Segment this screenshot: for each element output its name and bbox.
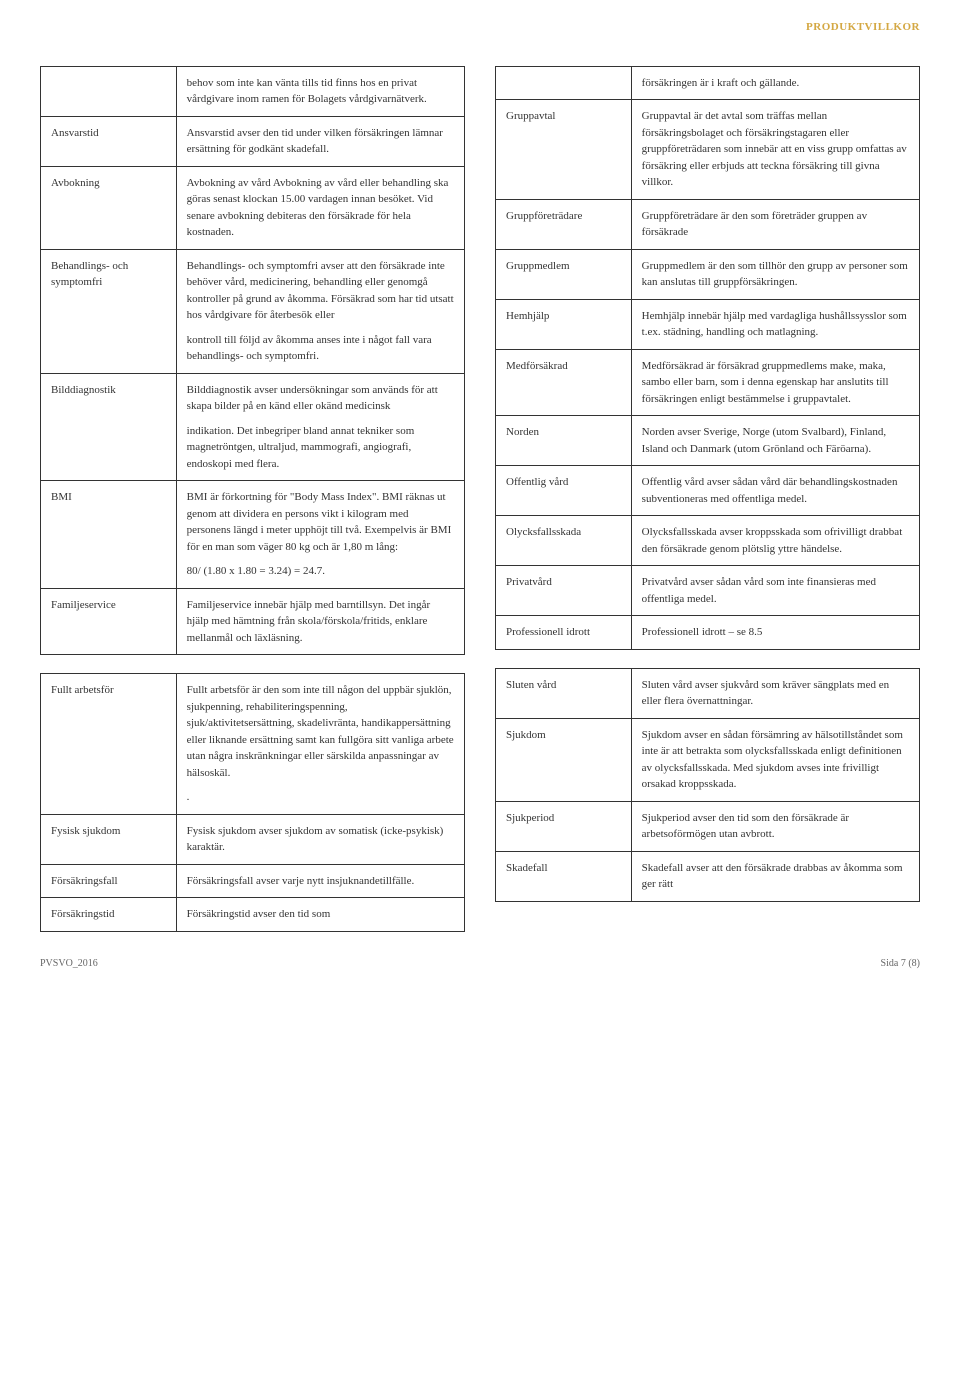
term-privatvard: Privatvård bbox=[496, 566, 632, 616]
def-gruppavtal: Gruppavtal är det avtal som träffas mell… bbox=[631, 100, 919, 200]
def-text: Fullt arbetsför är den som inte till någ… bbox=[187, 682, 454, 781]
def-sjukperiod: Sjukperiod avser den tid som den försäkr… bbox=[631, 801, 919, 851]
page-header-label: PRODUKTVILLKOR bbox=[40, 20, 920, 36]
def-forsakringstid: Försäkringstid avser den tid som bbox=[176, 898, 464, 932]
def-text: kontroll till följd av åkomma anses inte… bbox=[187, 332, 454, 365]
term-bmi: BMI bbox=[41, 481, 177, 589]
def-forsakringsfall: Försäkringsfall avser varje nytt insjukn… bbox=[176, 864, 464, 898]
term-sjukperiod: Sjukperiod bbox=[496, 801, 632, 851]
footer-doc-id: PVSVO_2016 bbox=[40, 957, 98, 972]
term-forsakringstid: Försäkringstid bbox=[41, 898, 177, 932]
content-columns: behov som inte kan vänta tills tid finns… bbox=[40, 66, 920, 932]
def-ansvarstid: Ansvarstid avser den tid under vilken fö… bbox=[176, 116, 464, 166]
def-bmi: BMI är förkortning för "Body Mass Index"… bbox=[176, 481, 464, 589]
term-medforsakrad: Medförsäkrad bbox=[496, 349, 632, 416]
def-norden: Norden avser Sverige, Norge (utom Svalba… bbox=[631, 416, 919, 466]
def-skadefall: Skadefall avser att den försäkrade drabb… bbox=[631, 851, 919, 901]
def-bilddiagnostik: Bilddiagnostik avser undersökningar som … bbox=[176, 373, 464, 481]
term-sluten-vard: Sluten vård bbox=[496, 668, 632, 718]
def-text: Behandlings- och symptomfri avser att de… bbox=[187, 258, 454, 324]
definitions-table-left-2: Fullt arbetsför Fullt arbetsför är den s… bbox=[40, 673, 465, 932]
term-gruppmedlem: Gruppmedlem bbox=[496, 249, 632, 299]
term-empty-cell bbox=[41, 66, 177, 116]
def-privatvard: Privatvård avser sådan vård som inte fin… bbox=[631, 566, 919, 616]
def-sjukdom: Sjukdom avser en sådan försämring av häl… bbox=[631, 718, 919, 801]
term-olycksfallsskada: Olycksfallsskada bbox=[496, 516, 632, 566]
term-fullt-arbetsfor: Fullt arbetsför bbox=[41, 674, 177, 815]
def-text: behov som inte kan vänta tills tid finns… bbox=[187, 75, 454, 108]
term-familjeservice: Familjeservice bbox=[41, 588, 177, 655]
term-ansvarstid: Ansvarstid bbox=[41, 116, 177, 166]
term-skadefall: Skadefall bbox=[496, 851, 632, 901]
left-column: behov som inte kan vänta tills tid finns… bbox=[40, 66, 465, 932]
term-forsakringsfall: Försäkringsfall bbox=[41, 864, 177, 898]
def-offentlig-vard: Offentlig vård avser sådan vård där beha… bbox=[631, 466, 919, 516]
def-fullt-arbetsfor: Fullt arbetsför är den som inte till någ… bbox=[176, 674, 464, 815]
def-fysisk-sjukdom: Fysisk sjukdom avser sjukdom av somatisk… bbox=[176, 814, 464, 864]
term-sjukdom: Sjukdom bbox=[496, 718, 632, 801]
term-fysisk-sjukdom: Fysisk sjukdom bbox=[41, 814, 177, 864]
def-text: Bilddiagnostik avser undersökningar som … bbox=[187, 382, 454, 415]
term-professionell-idrott: Professionell idrott bbox=[496, 616, 632, 650]
def-intro-cell: behov som inte kan vänta tills tid finns… bbox=[176, 66, 464, 116]
definitions-table-left-1: behov som inte kan vänta tills tid finns… bbox=[40, 66, 465, 656]
def-avbokning: Avbokning av vård Avbokning av vård elle… bbox=[176, 166, 464, 249]
term-behandlings: Behandlings- och symptomfri bbox=[41, 249, 177, 373]
def-text: . bbox=[187, 789, 454, 806]
def-professionell-idrott: Professionell idrott – se 8.5 bbox=[631, 616, 919, 650]
footer-page-number: Sida 7 (8) bbox=[881, 957, 920, 972]
def-gruppmedlem: Gruppmedlem är den som tillhör den grupp… bbox=[631, 249, 919, 299]
page-footer: PVSVO_2016 Sida 7 (8) bbox=[40, 957, 920, 972]
term-gruppavtal: Gruppavtal bbox=[496, 100, 632, 200]
def-gruppforetradare: Gruppföreträdare är den som företräder g… bbox=[631, 199, 919, 249]
right-column: försäkringen är i kraft och gällande. Gr… bbox=[495, 66, 920, 932]
def-behandlings: Behandlings- och symptomfri avser att de… bbox=[176, 249, 464, 373]
def-intro-right: försäkringen är i kraft och gällande. bbox=[631, 66, 919, 100]
def-text: 80/ (1.80 x 1.80 = 3.24) = 24.7. bbox=[187, 563, 454, 580]
def-text: indikation. Det inbegriper bland annat t… bbox=[187, 423, 454, 473]
term-norden: Norden bbox=[496, 416, 632, 466]
term-gruppforetradare: Gruppföreträdare bbox=[496, 199, 632, 249]
def-sluten-vard: Sluten vård avser sjukvård som kräver sä… bbox=[631, 668, 919, 718]
term-bilddiagnostik: Bilddiagnostik bbox=[41, 373, 177, 481]
term-hemhjalp: Hemhjälp bbox=[496, 299, 632, 349]
term-empty-cell bbox=[496, 66, 632, 100]
definitions-table-right-2: Sluten vård Sluten vård avser sjukvård s… bbox=[495, 668, 920, 902]
def-hemhjalp: Hemhjälp innebär hjälp med vardagliga hu… bbox=[631, 299, 919, 349]
def-familjeservice: Familjeservice innebär hjälp med barntil… bbox=[176, 588, 464, 655]
term-avbokning: Avbokning bbox=[41, 166, 177, 249]
def-medforsakrad: Medförsäkrad är försäkrad gruppmedlems m… bbox=[631, 349, 919, 416]
def-olycksfallsskada: Olycksfallsskada avser kroppsskada som o… bbox=[631, 516, 919, 566]
def-text: BMI är förkortning för "Body Mass Index"… bbox=[187, 489, 454, 555]
definitions-table-right-1: försäkringen är i kraft och gällande. Gr… bbox=[495, 66, 920, 650]
term-offentlig-vard: Offentlig vård bbox=[496, 466, 632, 516]
